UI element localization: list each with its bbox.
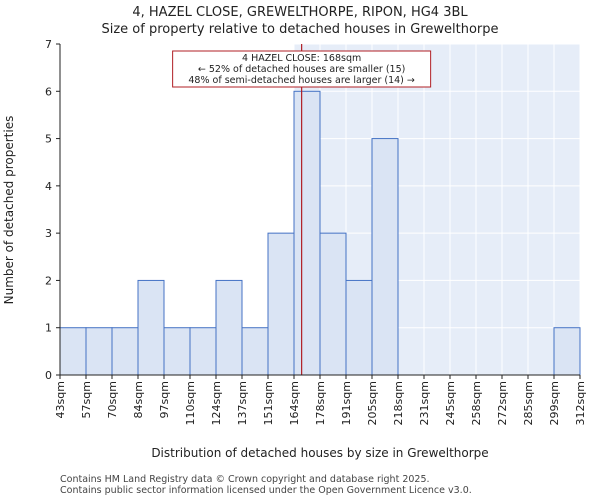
x-tick-label: 178sqm: [314, 381, 327, 425]
x-tick-label: 299sqm: [548, 381, 561, 425]
y-tick-label: 7: [45, 38, 52, 51]
bar: [137, 279, 165, 376]
bar: [345, 279, 373, 376]
x-tick-label: 43sqm: [54, 381, 67, 418]
bar: [371, 138, 399, 376]
y-tick-label: 3: [45, 227, 52, 240]
bar: [319, 232, 347, 376]
x-tick-label: 312sqm: [574, 381, 587, 425]
annotation-line-2: ← 52% of detached houses are smaller (15…: [198, 64, 405, 75]
bar: [59, 327, 87, 376]
bar: [215, 279, 243, 376]
x-axis-label: Distribution of detached houses by size …: [151, 446, 488, 460]
x-tick-label: 164sqm: [288, 381, 301, 425]
annotation-border: [172, 50, 432, 88]
x-tick-label: 57sqm: [80, 381, 93, 418]
bar: [293, 90, 321, 376]
annotation-line-1: 4 HAZEL CLOSE: 168sqm: [242, 53, 361, 64]
footer-line-1: Contains HM Land Registry data © Crown c…: [60, 474, 430, 485]
x-tick-labels: 43sqm 57sqm 70sqm 84sqm 97sqm 110sqm 124sqm 137…: [54, 375, 587, 425]
chart-title: 4, HAZEL CLOSE, GREWELTHORPE, RIPON, HG4…: [132, 5, 468, 20]
x-tick-label: 258sqm: [470, 381, 483, 425]
bar: [189, 327, 217, 376]
y-tick-label: 0: [45, 369, 52, 382]
x-tick-label: 137sqm: [236, 381, 249, 425]
x-tick-label: 231sqm: [418, 381, 431, 425]
x-tick-label: 110sqm: [184, 381, 197, 425]
bars: [59, 90, 581, 376]
x-tick-label: 191sqm: [340, 381, 353, 425]
bar: [163, 327, 191, 376]
bar: [241, 327, 269, 376]
chart-subtitle: Size of property relative to detached ho…: [101, 22, 498, 37]
x-tick-label: 97sqm: [158, 381, 171, 418]
y-tick-label: 1: [45, 322, 52, 335]
y-tick-label: 6: [45, 85, 52, 98]
y-tick-labels: 0 1 2 3 4 5 6 7: [45, 38, 60, 382]
bar: [111, 327, 139, 376]
x-tick-label: 272sqm: [496, 381, 509, 425]
y-tick-label: 2: [45, 274, 52, 287]
annotation-line-3: 48% of semi-detached houses are larger (…: [188, 75, 415, 86]
y-tick-label: 4: [45, 180, 52, 193]
x-tick-label: 245sqm: [444, 381, 457, 425]
x-tick-label: 218sqm: [392, 381, 405, 425]
bar: [85, 327, 113, 376]
bar: [267, 232, 295, 376]
footer-line-2: Contains public sector information licen…: [60, 485, 472, 496]
x-tick-label: 151sqm: [262, 381, 275, 425]
x-tick-label: 285sqm: [522, 381, 535, 425]
bar: [553, 327, 581, 376]
y-axis-label: Number of detached properties: [2, 116, 16, 305]
y-tick-label: 5: [45, 133, 52, 146]
x-tick-label: 84sqm: [132, 381, 145, 418]
x-tick-label: 205sqm: [366, 381, 379, 425]
annotation-box: 4 HAZEL CLOSE: 168sqm ← 52% of detached …: [172, 50, 432, 88]
x-tick-label: 70sqm: [106, 381, 119, 418]
x-tick-label: 124sqm: [210, 381, 223, 425]
